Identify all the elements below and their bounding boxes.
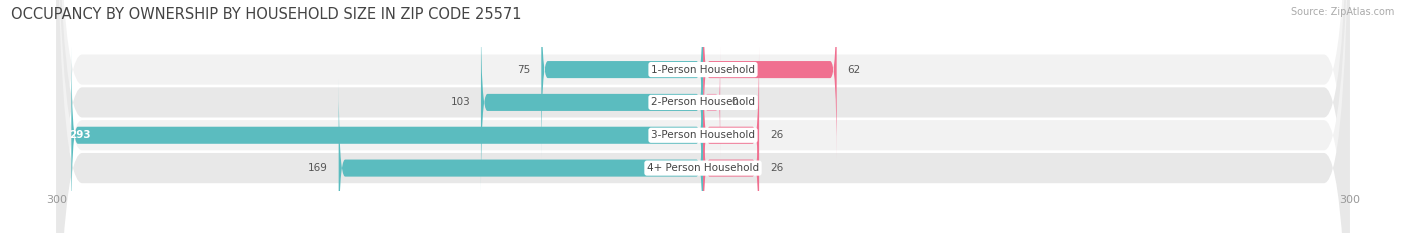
Text: 62: 62 (848, 65, 860, 75)
Text: 3-Person Household: 3-Person Household (651, 130, 755, 140)
FancyBboxPatch shape (541, 0, 703, 160)
FancyBboxPatch shape (481, 12, 703, 192)
FancyBboxPatch shape (56, 0, 1350, 233)
FancyBboxPatch shape (703, 45, 759, 225)
Text: 293: 293 (69, 130, 91, 140)
Text: 0: 0 (731, 97, 738, 107)
Text: 75: 75 (517, 65, 530, 75)
FancyBboxPatch shape (56, 0, 1350, 233)
Text: 2-Person Household: 2-Person Household (651, 97, 755, 107)
Text: 4+ Person Household: 4+ Person Household (647, 163, 759, 173)
Text: 26: 26 (770, 163, 783, 173)
FancyBboxPatch shape (703, 45, 720, 160)
FancyBboxPatch shape (56, 0, 1350, 233)
Text: 1-Person Household: 1-Person Household (651, 65, 755, 75)
Text: 169: 169 (308, 163, 328, 173)
FancyBboxPatch shape (56, 0, 1350, 233)
FancyBboxPatch shape (703, 78, 759, 233)
Text: OCCUPANCY BY OWNERSHIP BY HOUSEHOLD SIZE IN ZIP CODE 25571: OCCUPANCY BY OWNERSHIP BY HOUSEHOLD SIZE… (11, 7, 522, 22)
Text: 103: 103 (450, 97, 470, 107)
FancyBboxPatch shape (339, 78, 703, 233)
Text: Source: ZipAtlas.com: Source: ZipAtlas.com (1291, 7, 1395, 17)
Text: 26: 26 (770, 130, 783, 140)
FancyBboxPatch shape (72, 45, 703, 225)
FancyBboxPatch shape (703, 0, 837, 160)
